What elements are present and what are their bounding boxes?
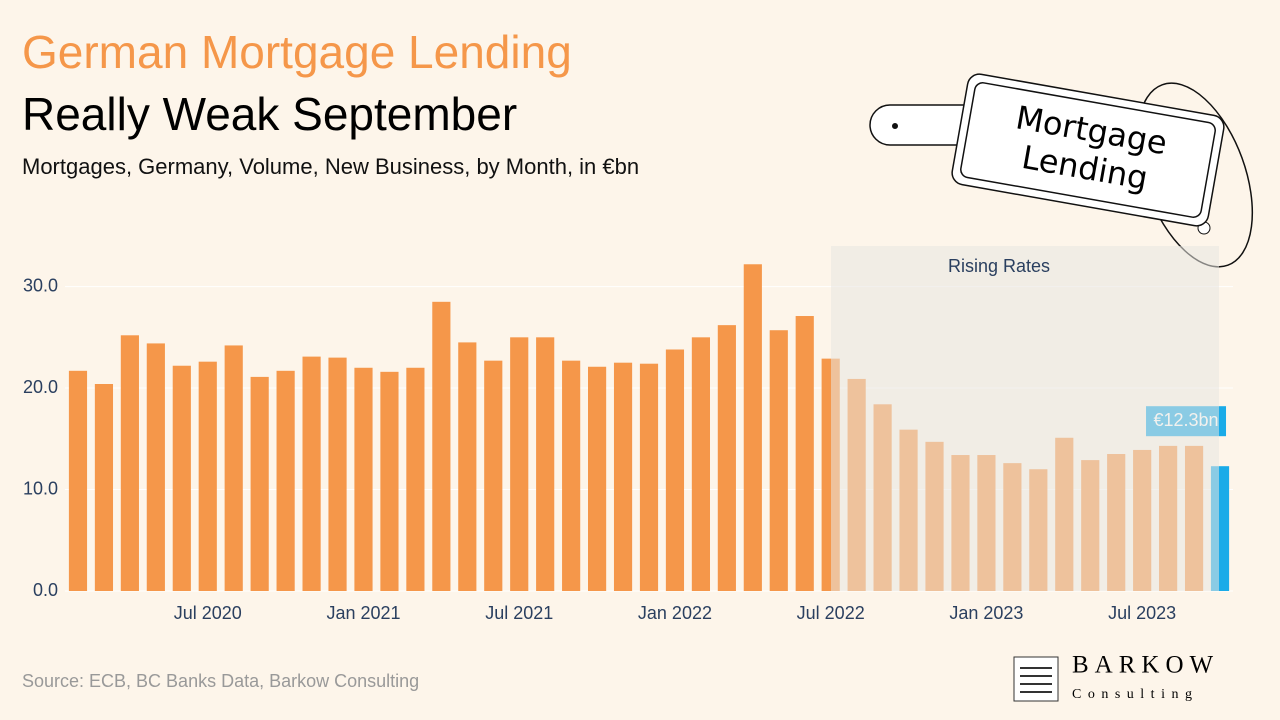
x-tick-label: Jan 2023: [949, 603, 1023, 623]
bar: [328, 357, 347, 591]
y-tick-label: 20.0: [23, 377, 58, 397]
x-tick-label: Jul 2020: [174, 603, 242, 623]
bar: [458, 342, 477, 591]
chart-description: Mortgages, Germany, Volume, New Business…: [22, 154, 639, 179]
bar: [665, 349, 685, 591]
bar: [769, 330, 788, 591]
y-tick-label: 10.0: [23, 478, 58, 498]
bar: [717, 325, 736, 591]
x-tick-label: Jul 2023: [1108, 603, 1176, 623]
bar: [224, 345, 243, 591]
annotation: Rising Rates: [948, 256, 1050, 276]
bar: [406, 367, 425, 591]
bar: [484, 360, 503, 591]
bar: [795, 316, 814, 591]
x-tick-label: Jan 2021: [326, 603, 400, 623]
bar: [172, 365, 191, 591]
bar: [613, 362, 633, 591]
logo-name: BARKOW: [1072, 652, 1219, 679]
bar: [691, 337, 710, 591]
bar: [198, 361, 217, 591]
bar: [250, 376, 269, 591]
bar: [743, 264, 762, 591]
y-tick-label: 0.0: [33, 580, 58, 600]
bar: [94, 384, 114, 591]
bar: [380, 371, 399, 591]
bar: [432, 301, 451, 591]
bar: [639, 363, 659, 591]
x-tick-label: Jul 2021: [485, 603, 553, 623]
x-tick-label: Jan 2022: [638, 603, 712, 623]
chart-subtitle: Really Weak September: [22, 88, 517, 140]
bar: [146, 343, 165, 591]
bar: [536, 337, 555, 591]
bar: [276, 370, 295, 591]
source: Source: ECB, BC Banks Data, Barkow Consu…: [22, 671, 419, 691]
bar: [120, 335, 139, 591]
logo-sub: Consulting: [1072, 687, 1198, 702]
bar: [588, 366, 607, 591]
bar: [354, 367, 373, 591]
chart-title: German Mortgage Lending: [22, 26, 572, 78]
shaded-region: [831, 246, 1219, 591]
tag-illustration: Mortgage Lending: [869, 73, 1254, 268]
logo: BARKOW Consulting: [1013, 652, 1219, 702]
bar: [510, 337, 529, 591]
y-tick-label: 30.0: [23, 275, 58, 295]
x-tick-label: Jul 2022: [797, 603, 865, 623]
bar: [68, 370, 88, 591]
bar: [302, 356, 321, 591]
bar: [562, 360, 581, 591]
